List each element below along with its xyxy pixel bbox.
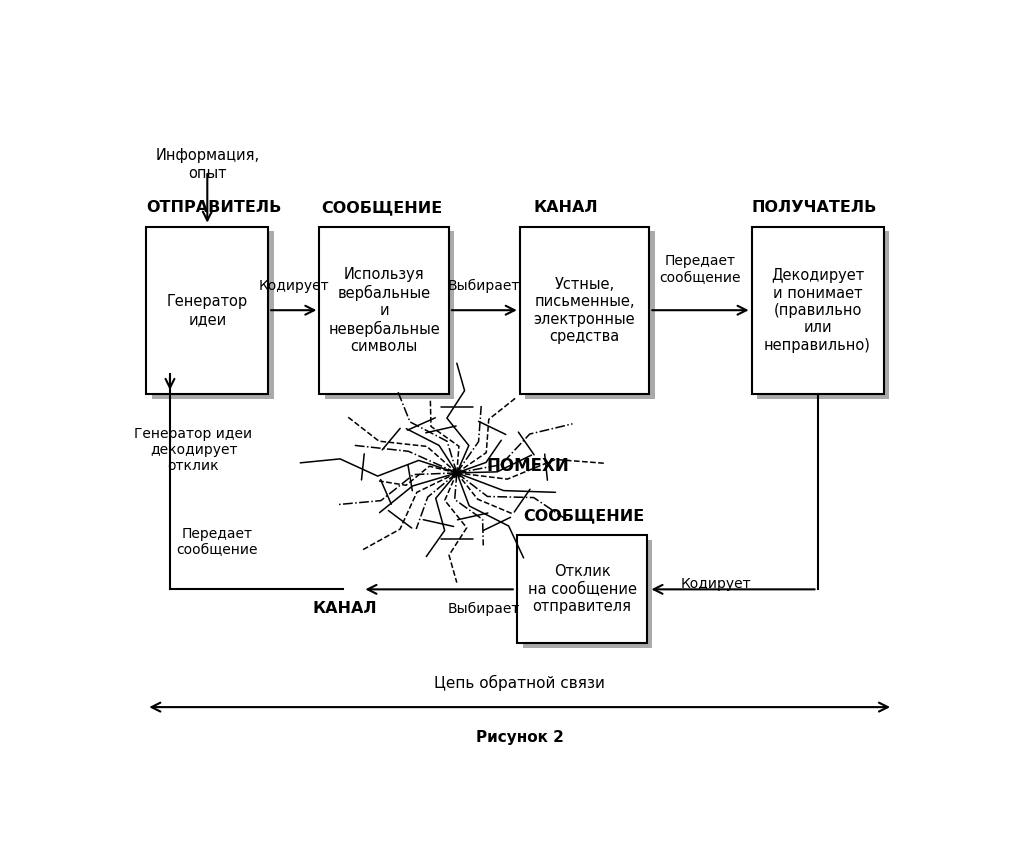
Text: Декодирует
и понимает
(правильно
или
неправильно): Декодирует и понимает (правильно или неп…: [765, 268, 871, 353]
Text: СООБЩЕНИЕ: СООБЩЕНИЕ: [523, 509, 645, 523]
Text: СООБЩЕНИЕ: СООБЩЕНИЕ: [321, 200, 443, 215]
Text: Устные,
письменные,
электронные
средства: Устные, письменные, электронные средства: [533, 277, 636, 344]
FancyBboxPatch shape: [319, 227, 449, 394]
Text: Передает
сообщение: Передает сообщение: [660, 255, 741, 285]
Text: Используя
вербальные
и
невербальные
символы: Используя вербальные и невербальные симв…: [329, 267, 440, 354]
Text: Рисунок 2: Рисунок 2: [476, 730, 564, 746]
Text: Выбирает: Выбирает: [448, 279, 520, 293]
Text: КАНАЛ: КАНАЛ: [313, 602, 377, 616]
FancyBboxPatch shape: [152, 232, 274, 399]
FancyBboxPatch shape: [525, 232, 655, 399]
Text: Генератор
идеи: Генератор идеи: [166, 294, 247, 326]
Text: Отклик
на сообщение
отправителя: Отклик на сообщение отправителя: [527, 564, 637, 614]
Text: КАНАЛ: КАНАЛ: [533, 200, 598, 215]
Text: Информация,
опыт: Информация, опыт: [155, 148, 260, 181]
FancyBboxPatch shape: [517, 535, 647, 643]
FancyBboxPatch shape: [757, 232, 889, 399]
FancyBboxPatch shape: [146, 227, 268, 394]
FancyBboxPatch shape: [751, 227, 883, 394]
Text: ПОЛУЧАТЕЛЬ: ПОЛУЧАТЕЛЬ: [751, 200, 877, 215]
Text: Выбирает: Выбирает: [448, 602, 520, 616]
FancyBboxPatch shape: [324, 232, 454, 399]
Text: Генератор идеи
декодирует
отклик: Генератор идеи декодирует отклик: [135, 427, 252, 473]
Text: ПОМЕХИ: ПОМЕХИ: [486, 458, 569, 475]
FancyBboxPatch shape: [519, 227, 649, 394]
Text: Кодирует: Кодирует: [680, 578, 751, 591]
Text: Цепь обратной связи: Цепь обратной связи: [434, 675, 605, 691]
Text: ОТПРАВИТЕЛЬ: ОТПРАВИТЕЛЬ: [146, 200, 282, 215]
FancyBboxPatch shape: [523, 540, 652, 648]
Text: Кодирует: Кодирует: [259, 279, 330, 293]
Text: Передает
сообщение: Передает сообщение: [176, 527, 258, 557]
